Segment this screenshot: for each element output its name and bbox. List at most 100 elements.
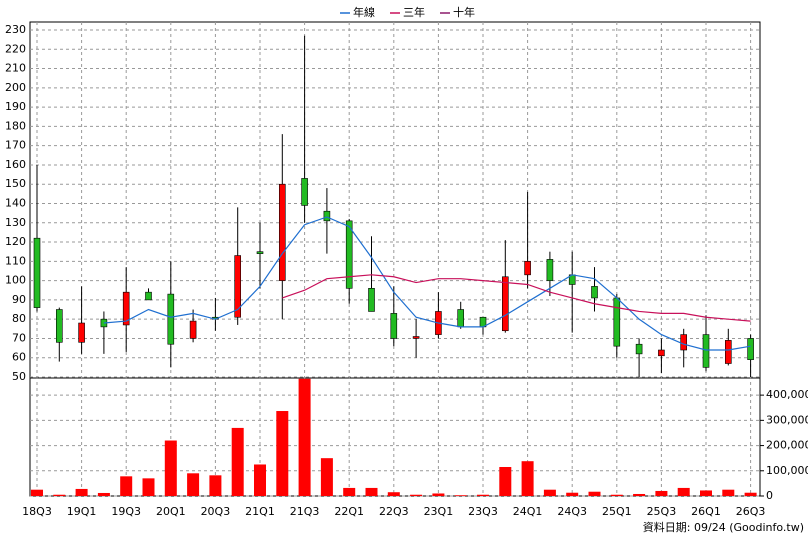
y2-tick-label: 300,000 [766, 413, 808, 426]
candle-body [55, 309, 63, 343]
volume-bar [298, 378, 311, 496]
x-tick-label: 19Q3 [111, 505, 141, 518]
x-tick-label: 23Q3 [468, 505, 498, 518]
y-tick-label: 80 [12, 312, 26, 325]
x-tick-label: 20Q3 [201, 505, 231, 518]
candle-body [635, 343, 643, 355]
footer: 資料日期: 09/24 (Goodinfo.tw) [643, 520, 804, 534]
volume-bar [365, 487, 378, 496]
y-tick-label: 190 [5, 100, 26, 113]
volume-bar [164, 440, 177, 496]
x-tick-label: 25Q1 [602, 505, 632, 518]
candle-body [167, 293, 175, 345]
candle-body [524, 261, 531, 276]
volume-bar [120, 476, 133, 496]
volume-bar [432, 493, 445, 496]
candle-body [702, 334, 710, 368]
volume-bar [566, 492, 579, 496]
y-tick-label: 200 [5, 81, 26, 94]
legend-label: 年線 [353, 5, 375, 19]
candle-body [501, 276, 509, 332]
y2-tick-label: 400,000 [766, 388, 808, 401]
y-tick-label: 160 [5, 158, 26, 171]
x-tick-label: 21Q3 [290, 505, 320, 518]
x-tick-label: 22Q3 [379, 505, 409, 518]
x-tick-label: 23Q1 [424, 505, 454, 518]
volume-bar [231, 427, 244, 496]
volume-bar [677, 487, 690, 496]
volume-bar [633, 493, 646, 496]
y-tick-label: 150 [5, 177, 26, 190]
x-tick-label: 24Q1 [513, 505, 543, 518]
x-tick-label: 24Q3 [557, 505, 587, 518]
ma-line [282, 274, 751, 322]
candle-body [591, 286, 598, 299]
volume-bar [543, 489, 556, 496]
y-tick-label: 180 [5, 119, 26, 132]
legend-label: 十年 [453, 5, 475, 19]
candle-body [145, 291, 152, 301]
plot-frame [29, 21, 761, 497]
y-tick-label: 70 [12, 331, 26, 344]
y2-tick-label: 100,000 [766, 464, 808, 477]
y-tick-label: 50 [12, 370, 26, 383]
volume-bar [700, 490, 712, 496]
volume-bar [53, 494, 66, 496]
y-tick-label: 60 [12, 351, 26, 364]
y-tick-label: 100 [5, 274, 26, 287]
candle-body [234, 255, 241, 318]
x-tick-label: 21Q1 [245, 505, 275, 518]
x-tick-label: 19Q1 [67, 505, 97, 518]
volume-bar [610, 494, 623, 496]
volume-bar [588, 491, 601, 496]
volume-bar [343, 487, 356, 496]
candle-body [368, 288, 375, 312]
volume-bar [387, 492, 400, 496]
x-tick-label: 26Q1 [691, 505, 721, 518]
y-tick-label: 170 [5, 139, 26, 152]
candle-body [546, 259, 554, 281]
volume-bar [499, 467, 512, 496]
candle-body [658, 349, 665, 357]
candle-body [78, 322, 85, 343]
candle-body [613, 297, 621, 347]
volume-bar [744, 492, 757, 496]
volume-bar [655, 490, 668, 496]
candle-body [256, 251, 264, 254]
candle-body [457, 309, 465, 328]
x-tick-label: 25Q3 [647, 505, 677, 518]
volume-bar [187, 473, 200, 496]
x-tick-label: 26Q3 [736, 505, 766, 518]
candle-body [33, 237, 41, 308]
candle-body [301, 178, 308, 206]
candle-body [345, 220, 353, 289]
candle-body [189, 320, 197, 339]
volume-bar [31, 489, 43, 496]
y-tick-label: 120 [5, 235, 26, 248]
y-tick-label: 130 [5, 216, 26, 229]
volume-bar [521, 461, 534, 496]
candle-body [680, 334, 688, 351]
volume-bar [75, 488, 88, 496]
candle-body [278, 183, 286, 281]
volume-bar [276, 411, 289, 496]
y-tick-label: 230 [5, 23, 26, 36]
candle-body [412, 336, 420, 339]
candle-body [323, 210, 331, 222]
volume-bar [254, 464, 266, 496]
volume-bar [97, 492, 110, 496]
legend-label: 三年 [403, 5, 425, 19]
volume-bar [410, 494, 423, 496]
y-tick-label: 110 [5, 254, 26, 267]
x-tick-label: 22Q1 [334, 505, 364, 518]
y2-tick-label: 0 [766, 489, 773, 502]
candle-body [724, 340, 732, 364]
y-tick-label: 140 [5, 197, 26, 210]
volume-bar [142, 478, 155, 496]
candle-body [390, 313, 398, 339]
volume-bar [722, 489, 735, 496]
volume-bar [477, 494, 489, 496]
volume-bar [454, 495, 467, 496]
volume-bar [320, 458, 333, 496]
